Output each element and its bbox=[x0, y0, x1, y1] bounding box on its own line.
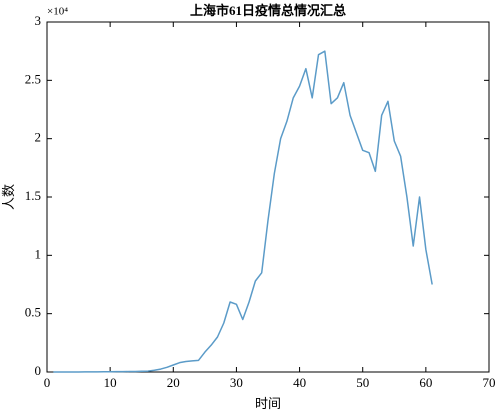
x-tick-label: 60 bbox=[419, 375, 432, 390]
x-axis-label: 时间 bbox=[255, 396, 281, 411]
x-tick-label: 10 bbox=[104, 375, 117, 390]
y-tick-label: 0.5 bbox=[25, 305, 41, 320]
y-tick-label: 0 bbox=[35, 363, 42, 378]
y-multiplier: ×10⁴ bbox=[47, 6, 68, 18]
x-tick-label: 70 bbox=[483, 375, 496, 390]
y-tick-label: 3 bbox=[35, 13, 42, 28]
y-axis-label: 人数 bbox=[1, 184, 16, 210]
line-series bbox=[53, 50, 433, 373]
y-tick-label: 1 bbox=[35, 246, 42, 261]
y-tick-label: 2.5 bbox=[25, 71, 41, 86]
x-tick-label: 50 bbox=[356, 375, 369, 390]
x-tick-label: 30 bbox=[230, 375, 243, 390]
x-tick-label: 40 bbox=[293, 375, 306, 390]
x-tick-label: 20 bbox=[167, 375, 180, 390]
y-tick-label: 2 bbox=[35, 130, 42, 145]
y-tick-label: 1.5 bbox=[25, 188, 41, 203]
chart-title: 上海市61日疫情总情况汇总 bbox=[190, 3, 346, 18]
x-tick-label: 0 bbox=[44, 375, 51, 390]
plot-frame bbox=[46, 21, 490, 373]
